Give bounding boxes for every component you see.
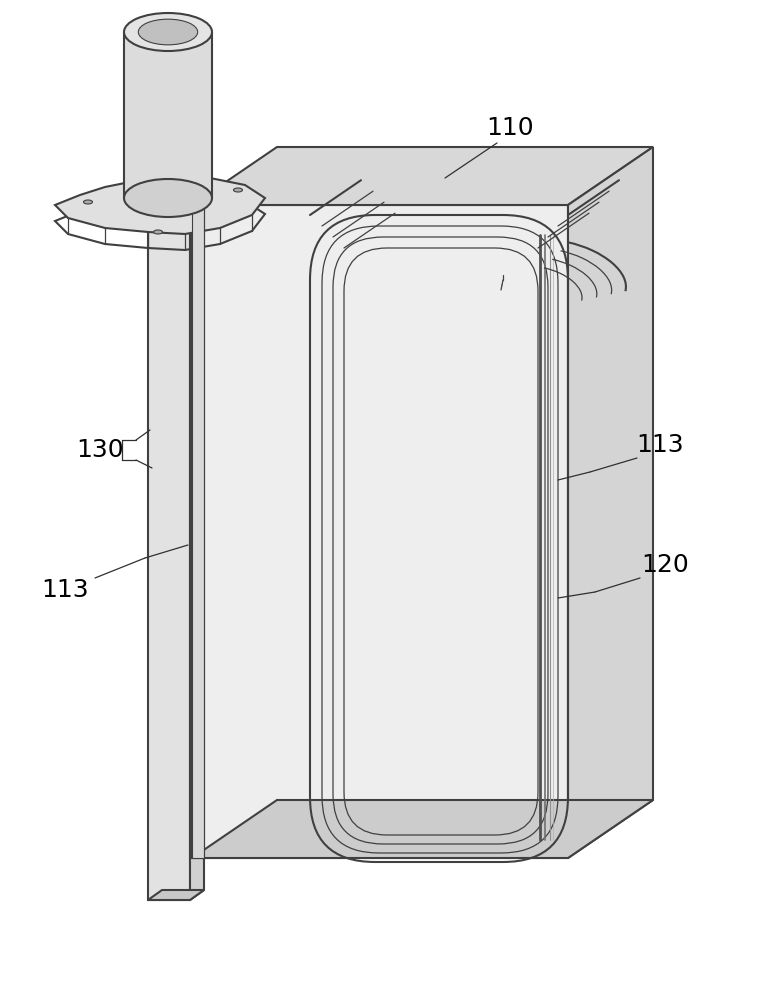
Polygon shape: [192, 205, 204, 858]
Polygon shape: [192, 800, 653, 858]
Text: 113: 113: [41, 578, 89, 602]
Polygon shape: [190, 220, 204, 900]
Polygon shape: [148, 890, 204, 900]
Polygon shape: [124, 32, 212, 198]
Text: 110: 110: [486, 116, 534, 140]
Ellipse shape: [83, 200, 92, 204]
Polygon shape: [568, 147, 653, 858]
Polygon shape: [192, 205, 568, 858]
Ellipse shape: [154, 230, 162, 234]
Text: 120: 120: [641, 553, 689, 577]
Ellipse shape: [234, 188, 242, 192]
Ellipse shape: [124, 13, 212, 51]
Ellipse shape: [124, 179, 212, 217]
Text: 130: 130: [76, 438, 124, 462]
Ellipse shape: [138, 19, 197, 45]
Polygon shape: [55, 177, 265, 234]
Polygon shape: [192, 147, 653, 205]
Polygon shape: [148, 230, 190, 900]
Text: 113: 113: [636, 433, 684, 457]
